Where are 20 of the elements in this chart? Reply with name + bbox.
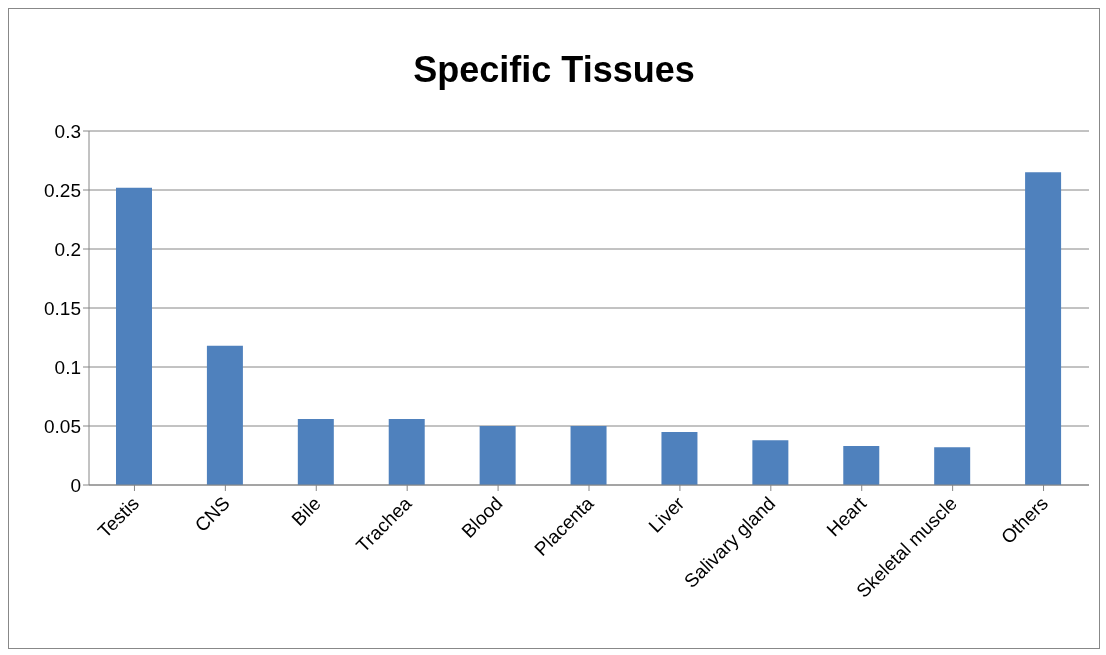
- y-tick-label: 0: [70, 474, 81, 496]
- bar: [843, 446, 880, 485]
- bar: [570, 426, 607, 485]
- y-tick-label: 0.05: [44, 415, 81, 437]
- chart-title: Specific Tissues: [412, 49, 696, 92]
- bar: [388, 418, 425, 485]
- bar: [934, 447, 971, 485]
- y-tick-label: 0.3: [54, 120, 81, 142]
- bar: [206, 345, 243, 485]
- y-tick-label: 0.2: [54, 238, 81, 260]
- bar: [752, 440, 789, 485]
- bar: [661, 431, 698, 485]
- bar: [479, 426, 516, 485]
- bar: [297, 418, 334, 485]
- y-tick-label: 0.1: [54, 356, 81, 378]
- y-tick-label: 0.25: [44, 179, 81, 201]
- bar: [116, 187, 152, 485]
- y-tick-label: 0.15: [44, 297, 81, 319]
- bar: [1025, 172, 1062, 485]
- x-tick-label: Bile: [287, 492, 325, 530]
